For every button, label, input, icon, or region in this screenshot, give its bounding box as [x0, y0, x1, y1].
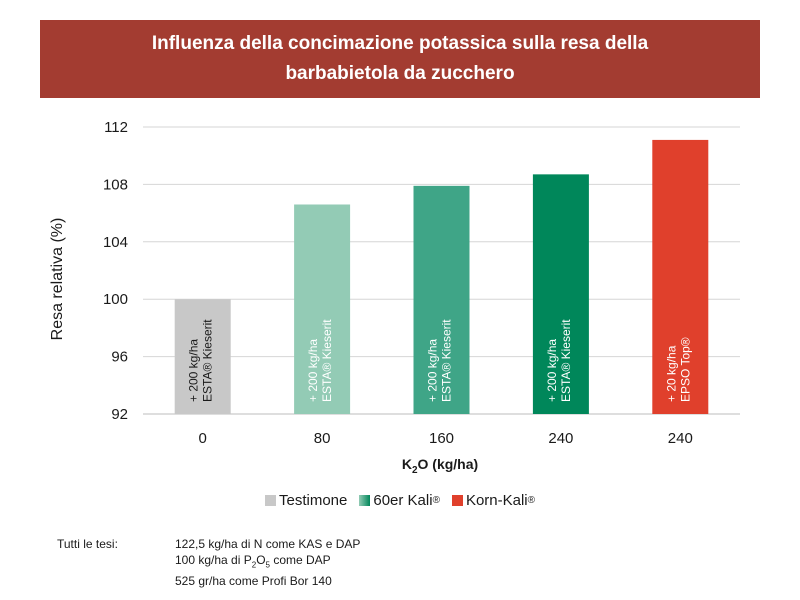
bar-label: + 200 kg/ha [545, 339, 559, 402]
bar-label: ESTA® Kieserit [320, 319, 334, 402]
legend-label-testimone: Testimone [278, 492, 348, 509]
x-tick-label: 160 [429, 430, 454, 447]
y-tick-label: 100 [103, 291, 128, 308]
note-nitrogen: 122,5 kg/ha di N come KAS e DAP [175, 537, 361, 551]
x-tick-label: 240 [668, 430, 693, 447]
bar-4 [652, 139, 709, 415]
legend: Testimone 60er Kali ® Korn-Kali ® [0, 492, 800, 509]
bar-label: ESTA® Kieserit [440, 319, 454, 402]
x-axis-label: K2O (kg/ha) [401, 456, 479, 476]
legend-item-testimone: Testimone [264, 492, 348, 509]
legend-label-korn-kali: Korn-Kali [465, 492, 528, 509]
legend-swatch-korn-kali [451, 495, 463, 506]
note-boron: 525 gr/ha come Profi Bor 140 [175, 574, 332, 589]
bar-3 [532, 174, 589, 414]
bar-label: + 200 kg/ha [426, 339, 440, 402]
chart-title: Influenza della concimazione potassica s… [151, 33, 649, 84]
y-tick-label: 108 [103, 176, 128, 193]
bar-label: + 200 kg/ha [187, 339, 201, 402]
notes-label: Tutti le tesi: [57, 537, 118, 551]
bar-label: + 20 kg/ha [664, 345, 678, 402]
y-tick-label: 104 [103, 234, 128, 251]
legend-item-korn-kali: Korn-Kali ® [451, 492, 535, 509]
legend-item-60er-kali: 60er Kali ® [359, 492, 440, 509]
bar-2 [413, 185, 470, 414]
notes-lines: 122,5 kg/ha di N come KAS e DAP 100 kg/h… [175, 536, 360, 589]
legend-label-60er-kali: 60er Kali [373, 492, 433, 509]
bar-label: EPSO Top® [678, 337, 692, 402]
x-tick-label: 240 [548, 430, 573, 447]
chart-title-banner: Influenza della concimazione potassica s… [40, 20, 760, 98]
bar-1 [294, 204, 351, 414]
legend-swatch-testimone [264, 495, 276, 506]
x-tick-label: 0 [199, 430, 207, 447]
x-tick-label: 80 [314, 430, 331, 447]
bar-label: ESTA® Kieserit [201, 319, 215, 402]
y-tick-label: 112 [104, 119, 128, 136]
bar-label: + 200 kg/ha [306, 339, 320, 402]
y-axis-label: Resa relativa (%) [49, 217, 66, 341]
legend-swatch-60er-kali [359, 495, 371, 506]
bar-0 [174, 299, 231, 414]
note-phosphorus: 100 kg/ha di P2O5 come DAP [175, 553, 331, 570]
footnotes: Tutti le tesi: 122,5 kg/ha di N come KAS… [57, 536, 360, 589]
y-tick-label: 92 [111, 406, 128, 423]
y-tick-label: 96 [111, 349, 128, 366]
bar-label: ESTA® Kieserit [559, 319, 573, 402]
